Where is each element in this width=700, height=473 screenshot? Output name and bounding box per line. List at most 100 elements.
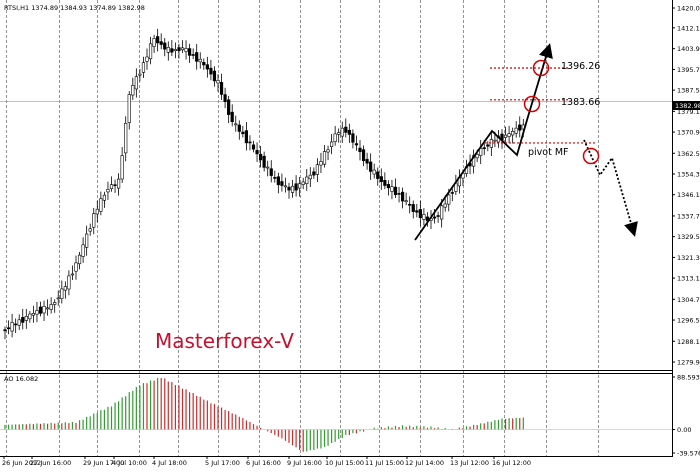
candle-body — [35, 310, 39, 315]
level-label: pivot MF — [528, 147, 569, 158]
candle-body — [269, 168, 273, 176]
price-tick-label: 1370.90 — [677, 129, 700, 137]
candle-body — [358, 147, 362, 153]
candle-body — [99, 198, 103, 212]
candle-body — [255, 150, 259, 155]
candle-body — [195, 52, 199, 62]
candle-body — [273, 177, 277, 179]
level-label: 1396.26 — [561, 61, 600, 72]
ao-indicator-label: AO 16.082 — [4, 375, 38, 383]
candle-body — [283, 185, 288, 188]
candle-body — [124, 123, 128, 154]
candle-body — [507, 133, 511, 137]
candle-body — [216, 80, 220, 84]
candle-body — [369, 161, 373, 172]
candle-body — [415, 210, 419, 213]
candle-body — [418, 209, 422, 219]
annotation-layer: 1396.26 1383.66 pivot MF — [414, 43, 638, 241]
candle-body — [372, 169, 376, 175]
candle-body — [120, 155, 124, 180]
level-label: 1383.66 — [561, 97, 600, 108]
candle-body — [379, 176, 383, 182]
candle-body — [184, 48, 188, 52]
time-tick-label: 13 Jul 12:00 — [450, 459, 489, 467]
candle-body — [198, 58, 202, 63]
time-tick-label: 12 Jul 14:00 — [405, 459, 444, 467]
grid-layer — [0, 0, 672, 456]
candle-body — [503, 134, 508, 138]
price-tick-label: 1354.30 — [677, 171, 700, 179]
candle-body — [56, 297, 60, 300]
candle-body — [148, 43, 153, 60]
candle-body — [344, 126, 348, 133]
ao-axis: 88.593 0.00 -39.576 — [672, 374, 700, 458]
candle-body — [205, 64, 209, 70]
candle-body — [109, 184, 114, 189]
candle-body — [42, 305, 46, 314]
candle-body — [53, 302, 57, 305]
candle-body — [397, 193, 401, 195]
candle-body — [393, 186, 398, 196]
time-tick-label: 16 Jul 12:00 — [492, 459, 531, 467]
candle-body — [28, 313, 32, 320]
time-tick-label: 5 Jul 17:00 — [205, 459, 240, 467]
current-price-label: 1382.98 — [675, 102, 700, 110]
time-tick-label: 4 Jul 18:00 — [152, 459, 187, 467]
candle-body — [88, 228, 92, 232]
price-tick-label: 1296.50 — [677, 317, 700, 325]
price-tick-label: 1279.90 — [677, 359, 700, 367]
watermark-text: Masterforex-V — [155, 329, 294, 353]
candle-body — [482, 147, 486, 149]
ao-tick-label: 0.00 — [677, 426, 691, 434]
candle-body — [134, 76, 138, 90]
price-tick-label: 1412.15 — [677, 24, 700, 32]
candle-body — [422, 214, 426, 220]
candle-body — [223, 94, 227, 102]
candle-body — [152, 38, 156, 47]
candle-body — [70, 273, 75, 276]
candle-body — [77, 254, 82, 265]
level-circle — [582, 147, 600, 165]
candle-body — [450, 192, 454, 194]
candle-body — [322, 151, 327, 165]
price-tick-label: 1395.70 — [677, 66, 700, 74]
candle-body — [24, 316, 28, 321]
candle-body — [280, 181, 284, 186]
price-tick-label: 1403.90 — [677, 45, 700, 53]
candle-body — [333, 133, 337, 142]
price-tick-label: 1346.10 — [677, 191, 700, 199]
time-tick-label: 6 Jul 16:00 — [246, 459, 281, 467]
candle-body — [38, 306, 43, 314]
candle-body — [493, 139, 497, 142]
candle-body — [85, 233, 89, 248]
candle-body — [486, 144, 490, 147]
candle-body — [230, 111, 234, 123]
candle-body — [188, 48, 192, 56]
time-tick-label: 11 Jul 15:00 — [365, 459, 404, 467]
price-tick-label: 1313.10 — [677, 275, 700, 283]
candle-body — [3, 329, 7, 332]
candle-body — [219, 82, 224, 95]
candle-body — [63, 286, 67, 291]
candle-body — [251, 144, 256, 150]
level-circle — [532, 59, 550, 77]
candle-body — [298, 183, 302, 189]
candle-body — [95, 208, 99, 215]
candle-body — [92, 213, 96, 228]
candle-body — [145, 56, 149, 62]
candle-body — [209, 67, 213, 75]
candle-body — [49, 304, 53, 310]
price-tick-label: 1321.30 — [677, 254, 700, 262]
candle-body — [383, 179, 387, 186]
candle-body — [127, 94, 131, 123]
candle-body — [131, 85, 135, 96]
candle-body — [244, 130, 249, 144]
time-tick-label: 9 Jul 16:00 — [287, 459, 322, 467]
candle-body — [287, 186, 291, 191]
candle-body — [173, 49, 178, 52]
candle-body — [361, 149, 366, 162]
candle-body — [365, 159, 369, 164]
time-tick-label: 4 Jul 10:00 — [112, 459, 147, 467]
ao-tick-label: -39.576 — [677, 450, 700, 458]
